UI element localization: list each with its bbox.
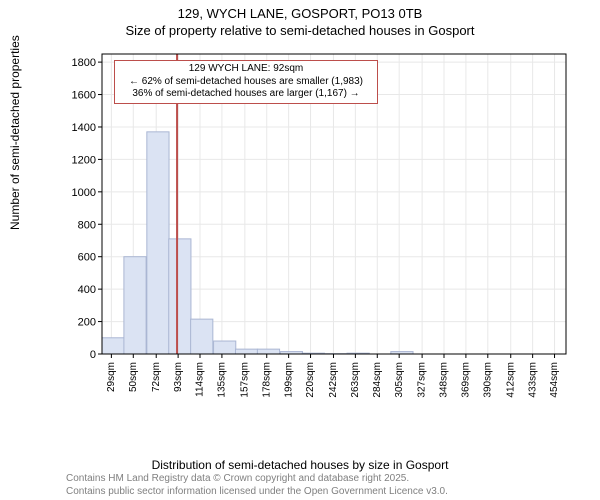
svg-text:135sqm: 135sqm bbox=[217, 362, 228, 398]
x-axis-label: Distribution of semi-detached houses by … bbox=[0, 458, 600, 472]
svg-text:93sqm: 93sqm bbox=[173, 362, 184, 392]
footer-attribution: Contains HM Land Registry data © Crown c… bbox=[66, 473, 448, 498]
svg-text:1200: 1200 bbox=[72, 154, 96, 166]
svg-text:1800: 1800 bbox=[72, 57, 96, 69]
svg-text:178sqm: 178sqm bbox=[261, 362, 272, 398]
svg-text:390sqm: 390sqm bbox=[482, 362, 493, 398]
annotation-line2: ← 62% of semi-detached houses are smalle… bbox=[119, 76, 373, 89]
annotation-line1: 129 WYCH LANE: 92sqm bbox=[119, 63, 373, 76]
svg-text:800: 800 bbox=[78, 219, 96, 231]
svg-text:0: 0 bbox=[90, 349, 96, 361]
svg-text:29sqm: 29sqm bbox=[106, 362, 117, 392]
svg-text:72sqm: 72sqm bbox=[151, 362, 162, 392]
histogram-svg: 0 200 400 600 800 1000 1200 1400 1600 1800 29sqm 50… bbox=[64, 50, 574, 410]
title-line2: Size of property relative to semi-detach… bbox=[125, 23, 474, 38]
annotation-line3: 36% of semi-detached houses are larger (… bbox=[119, 88, 373, 101]
svg-text:50sqm: 50sqm bbox=[128, 362, 139, 392]
svg-text:220sqm: 220sqm bbox=[305, 362, 316, 398]
annotation-box: 129 WYCH LANE: 92sqm ← 62% of semi-detac… bbox=[114, 60, 378, 104]
svg-text:1600: 1600 bbox=[72, 90, 96, 102]
footer-line1: Contains HM Land Registry data © Crown c… bbox=[66, 473, 448, 486]
chart-container: 129, WYCH LANE, GOSPORT, PO13 0TB Size o… bbox=[0, 0, 600, 500]
svg-text:114sqm: 114sqm bbox=[195, 362, 206, 397]
svg-text:327sqm: 327sqm bbox=[417, 362, 428, 398]
svg-text:157sqm: 157sqm bbox=[239, 362, 250, 398]
svg-text:200: 200 bbox=[78, 317, 96, 329]
svg-text:348sqm: 348sqm bbox=[439, 362, 450, 398]
svg-text:433sqm: 433sqm bbox=[527, 362, 538, 398]
svg-text:242sqm: 242sqm bbox=[328, 362, 339, 398]
svg-text:263sqm: 263sqm bbox=[350, 362, 361, 398]
chart-title: 129, WYCH LANE, GOSPORT, PO13 0TB Size o… bbox=[0, 0, 600, 40]
svg-text:1000: 1000 bbox=[72, 187, 96, 199]
chart-plot-area: 0 200 400 600 800 1000 1200 1400 1600 1800 29sqm 50… bbox=[64, 50, 574, 410]
y-axis-label: Number of semi-detached properties bbox=[8, 35, 22, 230]
svg-text:600: 600 bbox=[78, 252, 96, 264]
footer-line2: Contains public sector information licen… bbox=[66, 486, 448, 499]
svg-text:412sqm: 412sqm bbox=[505, 362, 516, 398]
svg-text:400: 400 bbox=[78, 284, 96, 296]
title-line1: 129, WYCH LANE, GOSPORT, PO13 0TB bbox=[178, 6, 423, 21]
svg-text:1400: 1400 bbox=[72, 122, 96, 134]
svg-text:305sqm: 305sqm bbox=[394, 362, 405, 398]
svg-text:369sqm: 369sqm bbox=[461, 362, 472, 398]
svg-text:454sqm: 454sqm bbox=[549, 362, 560, 398]
svg-text:199sqm: 199sqm bbox=[283, 362, 294, 398]
svg-text:284sqm: 284sqm bbox=[372, 362, 383, 398]
